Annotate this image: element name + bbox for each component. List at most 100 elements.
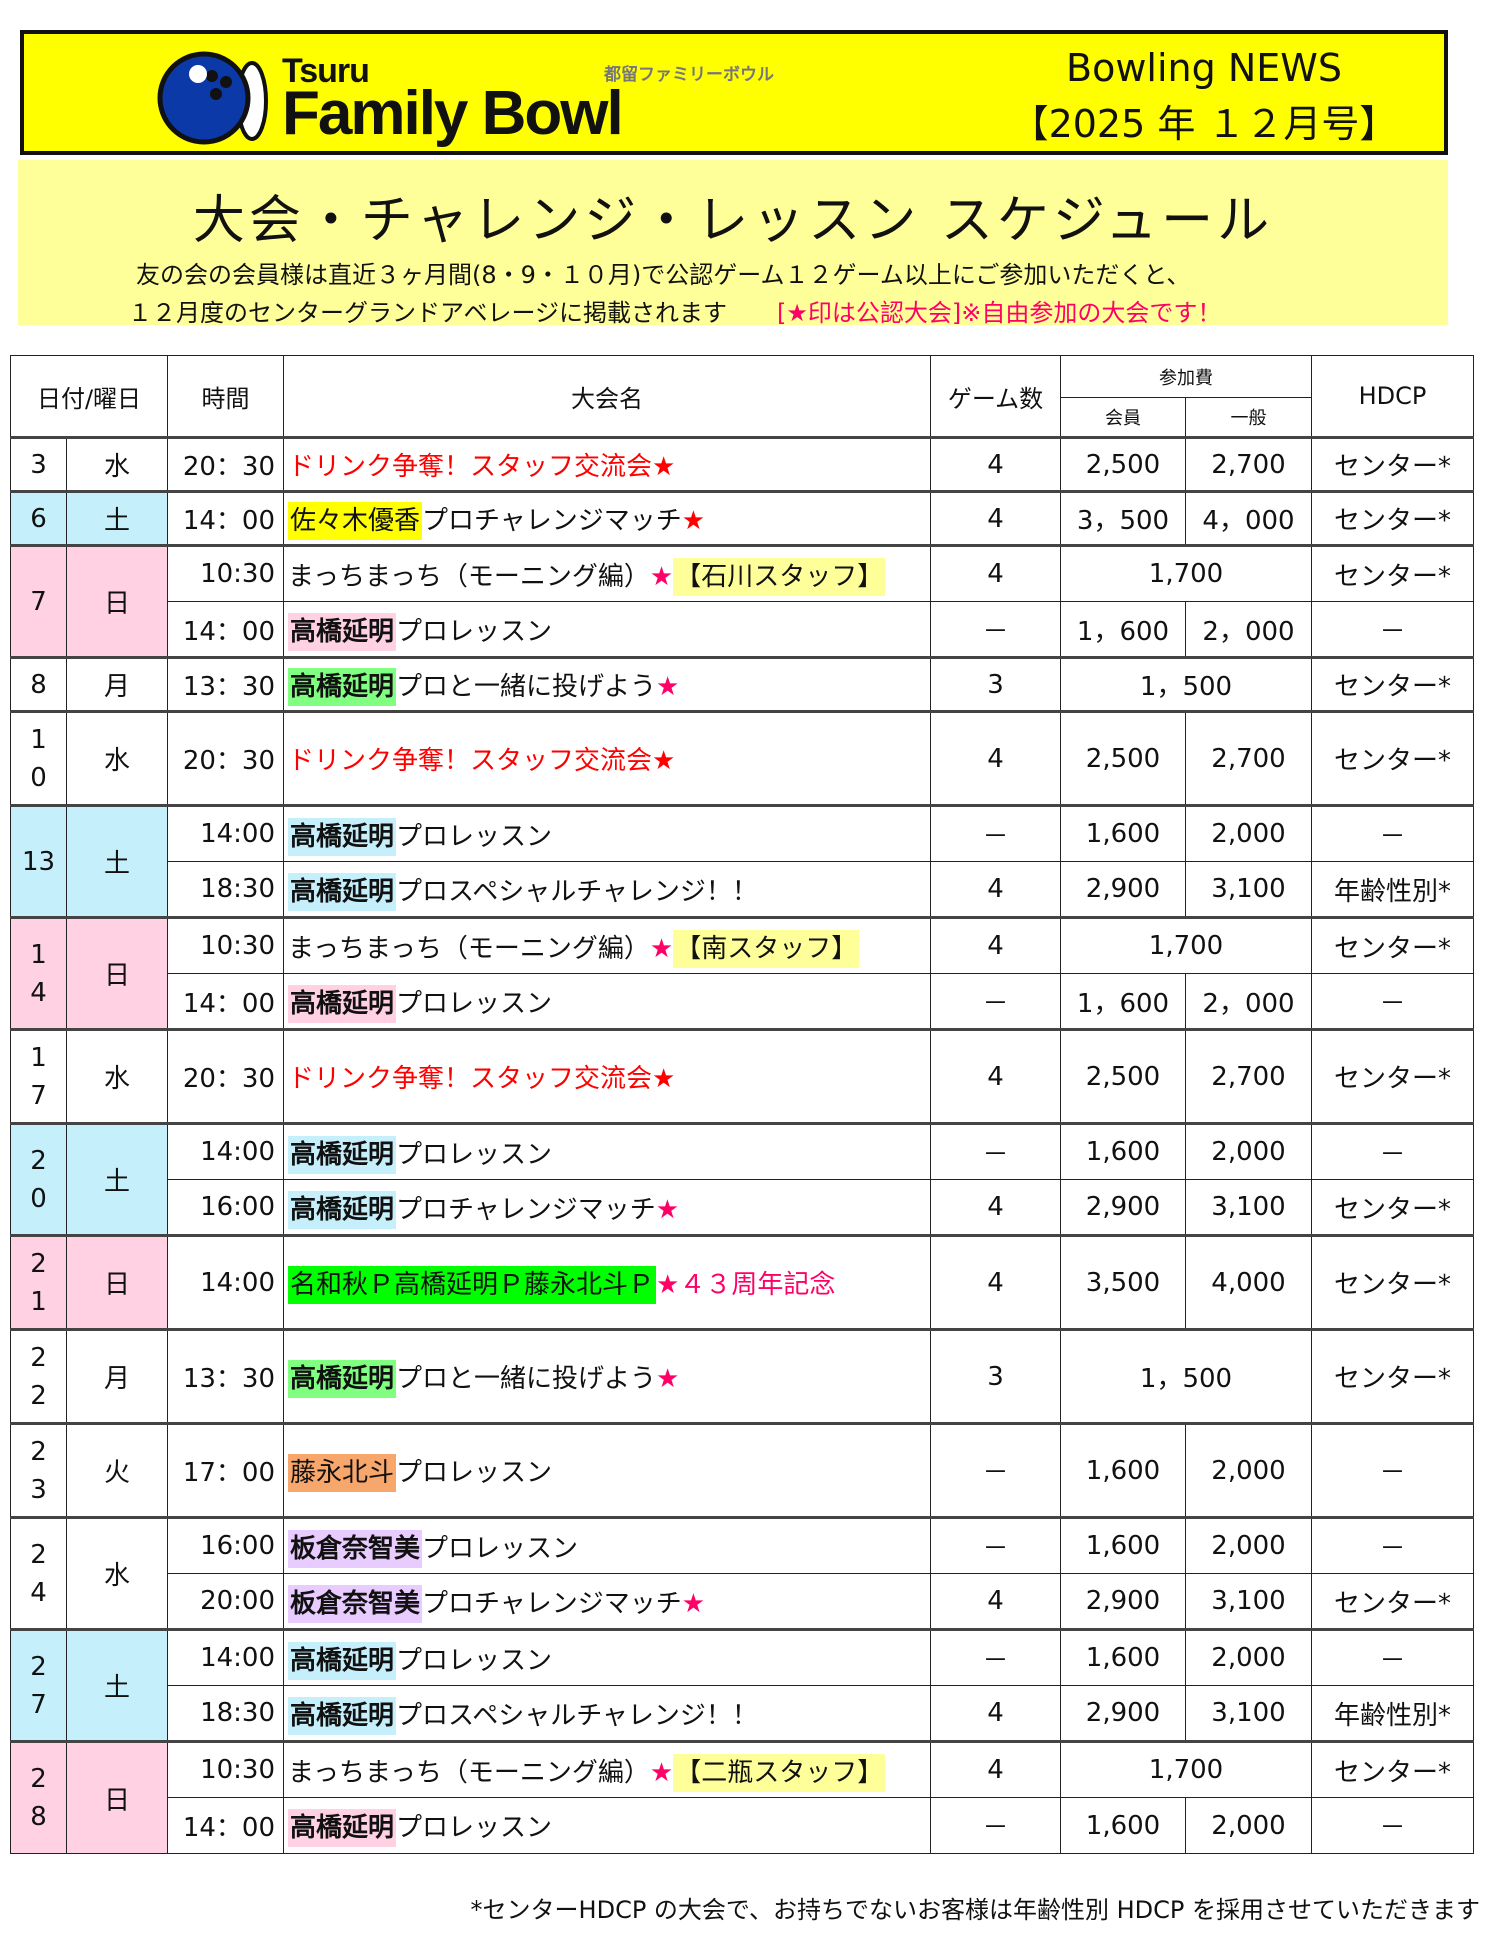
general-fee-cell: 3,100 <box>1185 1573 1312 1630</box>
event-name-part: 藤永北斗 <box>288 1454 397 1492</box>
header-general: 一般 <box>1185 397 1312 438</box>
event-name-part: 高橋延明 <box>288 872 397 911</box>
hdcp-cell: センター* <box>1311 916 1474 974</box>
time-cell: 20：30 <box>167 436 284 492</box>
star-icon: ★ <box>649 561 674 592</box>
table-row: 1 4 日 10:30 まっちまっち（モーニング編）★【南スタッフ】 4 1,700 センタ… <box>10 916 1474 1030</box>
weekday-cell: 土 <box>66 490 168 546</box>
time-cell: 14:00 <box>167 1628 284 1686</box>
table-row: 14：00 高橋延明プロレッスン－ 1，600 2，000 － <box>11 973 1474 1030</box>
hdcp-cell: センター* <box>1311 1179 1474 1236</box>
table-row: 14：00 高橋延明プロレッスン－ 1,600 2,000 － <box>11 1797 1474 1854</box>
date-cell: 3 <box>10 436 67 492</box>
hdcp-cell: 年齢性別* <box>1311 1685 1474 1742</box>
event-name-part: 高橋延明 <box>288 1135 397 1174</box>
event-name-cell: 板倉奈智美プロレッスン <box>283 1516 931 1574</box>
table-row: 6 土 14：00 佐々木優香プロチャレンジマッチ★ 4 3，500 4，000 センター* <box>10 490 1474 546</box>
general-fee-cell: 4，000 <box>1185 490 1312 546</box>
table-row: 16:00 高橋延明プロチャレンジマッチ★ 4 2,900 3,100 センター* <box>11 1179 1474 1236</box>
general-fee-cell: 2,000 <box>1185 1628 1312 1686</box>
event-name-part: ドリンク争奪！スタッフ交流会 <box>288 452 653 482</box>
time-cell: 16:00 <box>167 1179 284 1236</box>
games-cell: 4 <box>930 1740 1061 1798</box>
weekday-cell: 月 <box>66 656 168 712</box>
table-row: 2 2 月 13：30 高橋延明プロと一緒に投げよう★ 3 1，500 センター* <box>10 1328 1474 1424</box>
table-row: 2 3 火 17：00 藤永北斗プロレッスン－ 1,600 2,000 － <box>10 1422 1474 1518</box>
member-fee-cell: 3,500 <box>1060 1234 1186 1330</box>
games-cell: 4 <box>930 1028 1061 1124</box>
event-name-part: 【二瓶スタッフ】 <box>673 1753 886 1792</box>
time-cell: 14:00 <box>167 804 284 862</box>
time-cell: 20：30 <box>167 1028 284 1124</box>
time-cell: 18:30 <box>167 861 284 918</box>
event-name-part: 高橋延明 <box>288 1809 397 1847</box>
date-cell: 1 7 <box>10 1028 67 1124</box>
fee-cell: 1，500 <box>1060 656 1312 712</box>
general-fee-cell: 3,100 <box>1185 1179 1312 1236</box>
time-cell: 10:30 <box>167 1740 284 1798</box>
weekday-cell: 日 <box>66 916 168 1030</box>
event-name-part: 高橋延明 <box>288 668 397 706</box>
hdcp-cell: センター* <box>1311 436 1474 492</box>
event-name-cell: まっちまっち（モーニング編）★【石川スタッフ】 <box>283 544 931 602</box>
event-name-part: プロレッスン <box>396 1813 553 1843</box>
games-cell: 4 <box>930 490 1061 546</box>
games-cell: 4 <box>930 916 1061 974</box>
event-name-cell: 高橋延明プロスペシャルチャレンジ！！ <box>283 1685 931 1742</box>
games-cell: － <box>930 973 1061 1030</box>
event-name-cell: 板倉奈智美プロチャレンジマッチ★ <box>283 1573 931 1630</box>
hdcp-cell: － <box>1311 973 1474 1030</box>
hdcp-cell: － <box>1311 1516 1474 1574</box>
star-icon: ★ <box>656 672 680 702</box>
event-name-cell: 高橋延明プロスペシャルチャレンジ！！ <box>283 861 931 918</box>
hdcp-cell: － <box>1311 804 1474 862</box>
event-name-cell: 高橋延明プロレッスン <box>283 601 931 658</box>
date-cell: 1 4 <box>10 916 67 1030</box>
notice-line-1: 友の会の会員様は直近３ヶ月間(8・9・１０月)で公認ゲーム１２ゲーム以上にご参加… <box>136 261 1191 289</box>
member-fee-cell: 2,500 <box>1060 1028 1186 1124</box>
header-member: 会員 <box>1060 397 1186 438</box>
table-row: 18:30 高橋延明プロスペシャルチャレンジ！！ 4 2,900 3,100 年齢性別* <box>11 1685 1474 1742</box>
games-cell: 4 <box>930 1234 1061 1330</box>
header-hdcp: HDCP <box>1311 355 1474 438</box>
event-name-cell: 高橋延明プロチャレンジマッチ★ <box>283 1179 931 1236</box>
newsletter-header: Tsuru Family Bowl 都留ファミリーボウル Bowling NEW… <box>20 30 1448 155</box>
hdcp-cell: センター* <box>1311 1234 1474 1330</box>
event-name-cell: 高橋延明プロレッスン <box>283 1797 931 1854</box>
member-fee-cell: 2,900 <box>1060 1685 1186 1742</box>
member-fee-cell: 1,600 <box>1060 1516 1186 1574</box>
fee-cell: 1，500 <box>1060 1328 1312 1424</box>
member-fee-cell: 2,900 <box>1060 861 1186 918</box>
page-title: 大会・チャレンジ・レッスン スケジュール <box>192 191 1274 251</box>
event-name-part: 板倉奈智美 <box>288 1584 423 1623</box>
event-name-cell: ドリンク争奪！スタッフ交流会★ <box>283 1028 931 1124</box>
games-cell: － <box>930 1422 1061 1518</box>
weekday-cell: 水 <box>66 1028 168 1124</box>
event-name-part: 高橋延明 <box>288 1641 397 1680</box>
event-name-part: 佐々木優香 <box>288 502 423 540</box>
table-row: 7 日 10:30 まっちまっち（モーニング編）★【石川スタッフ】 4 1,700 センター… <box>10 544 1474 658</box>
member-fee-cell: 1,600 <box>1060 1797 1186 1854</box>
hdcp-cell: センター* <box>1311 656 1474 712</box>
weekday-cell: 日 <box>66 1234 168 1330</box>
weekday-cell: 日 <box>66 544 168 658</box>
member-fee-cell: 3，500 <box>1060 490 1186 546</box>
general-fee-cell: 2,700 <box>1185 710 1312 806</box>
games-cell: 3 <box>930 656 1061 712</box>
table-row: 20:00 板倉奈智美プロチャレンジマッチ★ 4 2,900 3,100 センター* <box>11 1573 1474 1630</box>
time-cell: 20：30 <box>167 710 284 806</box>
event-name-part: プロレッスン <box>396 1139 553 1170</box>
games-cell: － <box>930 1516 1061 1574</box>
time-cell: 14：00 <box>167 490 284 546</box>
event-name-cell: 高橋延明プロレッスン <box>283 1122 931 1180</box>
weekday-cell: 土 <box>66 1628 168 1742</box>
issue-info: Bowling NEWS 【2025 年 １２月号】 <box>994 40 1414 152</box>
star-icon: ★ <box>649 933 674 964</box>
games-cell: － <box>930 1797 1061 1854</box>
date-cell: 2 8 <box>10 1740 67 1854</box>
event-name-part: プロと一緒に投げよう <box>396 672 657 702</box>
star-note: [★印は公認大会]※自由参加の大会です！ <box>777 299 1222 327</box>
event-name-part: プロチャレンジマッチ <box>396 1194 656 1225</box>
time-cell: 14:00 <box>167 1234 284 1330</box>
member-fee-cell: 1,600 <box>1060 1628 1186 1686</box>
